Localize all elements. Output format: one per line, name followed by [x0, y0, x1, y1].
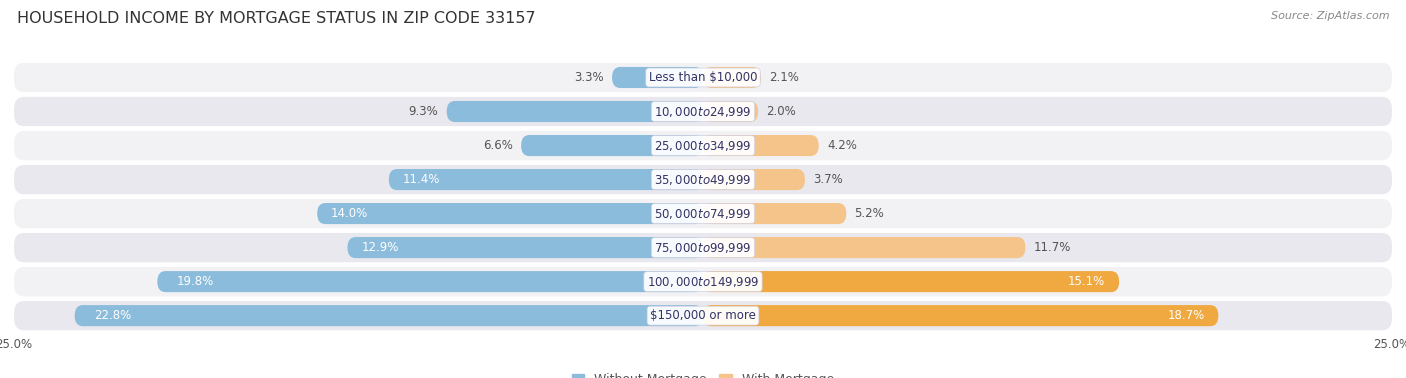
FancyBboxPatch shape [14, 233, 1392, 262]
Text: 19.8%: 19.8% [177, 275, 214, 288]
Text: 6.6%: 6.6% [484, 139, 513, 152]
Text: $25,000 to $34,999: $25,000 to $34,999 [654, 138, 752, 153]
Text: 3.7%: 3.7% [813, 173, 844, 186]
Text: 22.8%: 22.8% [94, 309, 131, 322]
Legend: Without Mortgage, With Mortgage: Without Mortgage, With Mortgage [572, 373, 834, 378]
Text: 11.4%: 11.4% [402, 173, 440, 186]
Text: $100,000 to $149,999: $100,000 to $149,999 [647, 274, 759, 289]
FancyBboxPatch shape [703, 169, 806, 190]
FancyBboxPatch shape [14, 199, 1392, 228]
Text: 14.0%: 14.0% [330, 207, 368, 220]
FancyBboxPatch shape [14, 301, 1392, 330]
FancyBboxPatch shape [703, 67, 761, 88]
FancyBboxPatch shape [347, 237, 703, 258]
FancyBboxPatch shape [14, 97, 1392, 126]
Text: 18.7%: 18.7% [1167, 309, 1205, 322]
FancyBboxPatch shape [14, 165, 1392, 194]
FancyBboxPatch shape [157, 271, 703, 292]
Text: Less than $10,000: Less than $10,000 [648, 71, 758, 84]
FancyBboxPatch shape [703, 305, 1219, 326]
FancyBboxPatch shape [14, 131, 1392, 160]
FancyBboxPatch shape [703, 271, 1119, 292]
FancyBboxPatch shape [522, 135, 703, 156]
Text: 11.7%: 11.7% [1033, 241, 1071, 254]
Text: 3.3%: 3.3% [574, 71, 603, 84]
FancyBboxPatch shape [447, 101, 703, 122]
Text: 12.9%: 12.9% [361, 241, 399, 254]
Text: 2.0%: 2.0% [766, 105, 796, 118]
FancyBboxPatch shape [389, 169, 703, 190]
Text: 5.2%: 5.2% [855, 207, 884, 220]
FancyBboxPatch shape [612, 67, 703, 88]
Text: 15.1%: 15.1% [1069, 275, 1105, 288]
FancyBboxPatch shape [14, 267, 1392, 296]
Text: $10,000 to $24,999: $10,000 to $24,999 [654, 104, 752, 119]
FancyBboxPatch shape [703, 101, 758, 122]
FancyBboxPatch shape [14, 63, 1392, 92]
Text: HOUSEHOLD INCOME BY MORTGAGE STATUS IN ZIP CODE 33157: HOUSEHOLD INCOME BY MORTGAGE STATUS IN Z… [17, 11, 536, 26]
Text: 2.1%: 2.1% [769, 71, 799, 84]
Text: $50,000 to $74,999: $50,000 to $74,999 [654, 206, 752, 221]
Text: 4.2%: 4.2% [827, 139, 856, 152]
Text: 9.3%: 9.3% [409, 105, 439, 118]
Text: $150,000 or more: $150,000 or more [650, 309, 756, 322]
FancyBboxPatch shape [318, 203, 703, 224]
FancyBboxPatch shape [703, 135, 818, 156]
Text: Source: ZipAtlas.com: Source: ZipAtlas.com [1271, 11, 1389, 21]
Text: $35,000 to $49,999: $35,000 to $49,999 [654, 172, 752, 187]
FancyBboxPatch shape [703, 203, 846, 224]
FancyBboxPatch shape [703, 237, 1025, 258]
Text: $75,000 to $99,999: $75,000 to $99,999 [654, 240, 752, 255]
FancyBboxPatch shape [75, 305, 703, 326]
